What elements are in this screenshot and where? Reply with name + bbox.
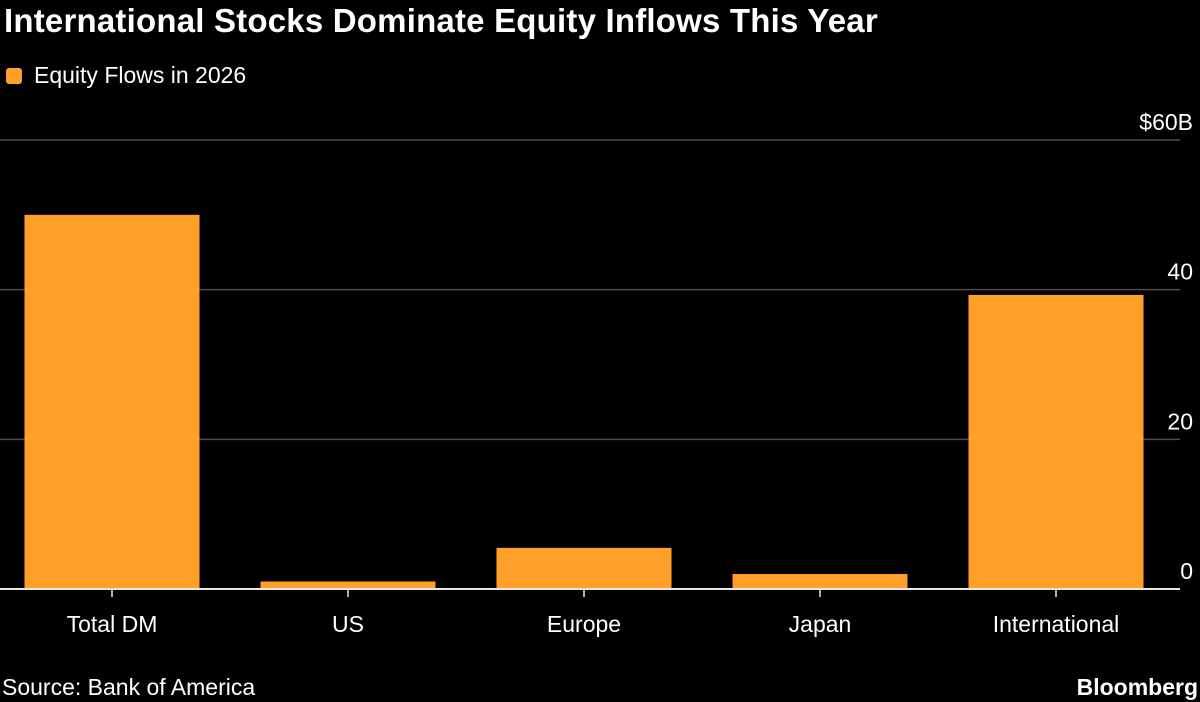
brand-logo: Bloomberg	[1076, 674, 1198, 700]
y-tick-label: 0	[1180, 558, 1193, 584]
x-tick-label: Japan	[789, 611, 852, 637]
y-tick-label: 20	[1167, 408, 1193, 434]
legend: Equity Flows in 2026	[6, 62, 246, 89]
y-tick-label: $60B	[1139, 109, 1193, 135]
x-tick-label: US	[332, 611, 364, 637]
bar	[732, 574, 908, 589]
legend-swatch	[6, 67, 22, 84]
bar	[496, 547, 672, 589]
legend-label: Equity Flows in 2026	[34, 62, 247, 88]
bar	[260, 581, 436, 589]
bar	[24, 214, 200, 590]
x-tick-label: Total DM	[67, 611, 158, 637]
bar	[968, 294, 1144, 589]
chart-title: International Stocks Dominate Equity Inf…	[4, 2, 878, 39]
x-tick-label: International	[993, 611, 1120, 637]
y-tick-label: 40	[1167, 259, 1193, 285]
x-tick-label: Europe	[547, 611, 621, 637]
source-note: Source: Bank of America	[2, 674, 256, 700]
